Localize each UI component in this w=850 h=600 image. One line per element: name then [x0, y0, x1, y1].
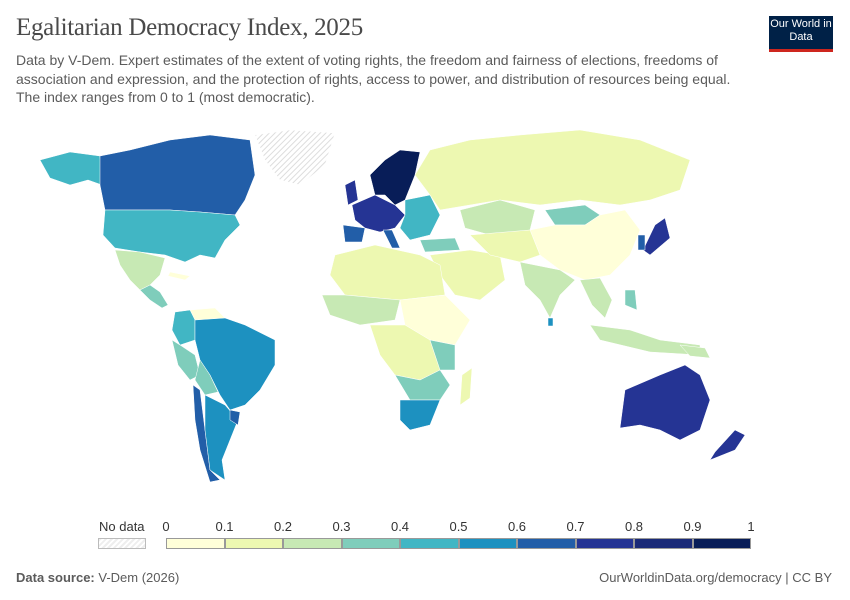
legend-bin[interactable]: [692, 538, 751, 549]
country-peru[interactable]: [171, 339, 201, 381]
country-indonesia[interactable]: [589, 324, 701, 356]
country-mexico[interactable]: [114, 249, 166, 291]
country-china[interactable]: [529, 209, 641, 281]
country-uruguay[interactable]: [229, 409, 241, 426]
legend-tick-label: 0.8: [624, 519, 644, 534]
country-southeast-asia[interactable]: [579, 277, 613, 319]
color-legend: No data 0 0.1 0.2 0.3 0.4 0.5 0.6 0.7 0.8 0.9 1: [0, 515, 850, 555]
country-greenland[interactable]: [254, 129, 336, 186]
country-eastern-europe[interactable]: [399, 194, 441, 241]
country-bolivia[interactable]: [194, 359, 219, 396]
country-italy[interactable]: [382, 229, 401, 249]
country-middle-east[interactable]: [429, 249, 506, 301]
country-india[interactable]: [519, 261, 576, 319]
owid-logo[interactable]: Our World in Data: [769, 16, 833, 52]
country-new-zealand[interactable]: [709, 429, 746, 461]
legend-bin[interactable]: [166, 538, 225, 549]
country-papua-new-guinea[interactable]: [679, 344, 711, 359]
legend-tick-label: 0: [162, 519, 170, 534]
country-nordics[interactable]: [369, 149, 421, 206]
legend-tick-label: 0.4: [390, 519, 410, 534]
country-iberia[interactable]: [342, 224, 366, 243]
data-source-label: Data source:: [16, 570, 95, 585]
legend-bin[interactable]: [400, 538, 459, 549]
country-colombia[interactable]: [171, 309, 196, 346]
country-cuba[interactable]: [167, 271, 191, 281]
legend-no-data-swatch: [98, 538, 146, 549]
chart-title: Egalitarian Democracy Index, 2025: [16, 14, 363, 41]
world-map[interactable]: [0, 120, 850, 515]
country-russia[interactable]: [414, 129, 691, 211]
data-source: Data source: V-Dem (2026): [16, 570, 179, 585]
country-central-america[interactable]: [139, 284, 169, 309]
legend-tick-label: 0.5: [449, 519, 468, 534]
chart-subtitle: Data by V-Dem. Expert estimates of the e…: [16, 52, 731, 105]
country-kazakhstan[interactable]: [459, 199, 536, 236]
legend-no-data-label: No data: [99, 519, 145, 534]
legend-bin[interactable]: [517, 538, 576, 549]
legend-bin[interactable]: [575, 538, 634, 549]
legend-tick-label: 0.2: [273, 519, 293, 534]
legend-tick-label: 1: [747, 519, 755, 534]
country-western-europe[interactable]: [351, 194, 406, 233]
country-canada[interactable]: [99, 134, 256, 216]
legend-bin[interactable]: [283, 538, 342, 549]
legend-tick-label: 0.9: [683, 519, 702, 534]
country-philippines[interactable]: [624, 289, 638, 311]
country-uk[interactable]: [344, 179, 359, 206]
legend-tick-label: 0.3: [332, 519, 351, 534]
legend-tick-label: 0.6: [507, 519, 527, 534]
legend-bin[interactable]: [341, 538, 400, 549]
legend-bin[interactable]: [634, 538, 693, 549]
country-north-africa[interactable]: [329, 244, 446, 301]
country-chile[interactable]: [192, 384, 221, 483]
country-australia[interactable]: [619, 364, 711, 441]
legend-tick-label: 0.1: [215, 519, 234, 534]
country-korea[interactable]: [637, 234, 646, 251]
country-central-asia[interactable]: [469, 229, 541, 263]
country-usa[interactable]: [102, 209, 241, 263]
country-alaska[interactable]: [39, 151, 103, 186]
legend-tick-label: 0.7: [566, 519, 585, 534]
country-west-africa[interactable]: [321, 294, 401, 326]
country-tanzania[interactable]: [429, 339, 456, 371]
country-madagascar[interactable]: [459, 367, 473, 406]
legend-bin[interactable]: [458, 538, 517, 549]
country-turkey[interactable]: [419, 237, 461, 253]
country-south-africa[interactable]: [399, 399, 441, 431]
data-source-value[interactable]: V-Dem (2026): [98, 570, 180, 585]
country-sri-lanka[interactable]: [547, 317, 554, 327]
country-japan[interactable]: [642, 217, 671, 256]
legend-bin[interactable]: [224, 538, 283, 549]
url-license[interactable]: OurWorldinData.org/democracy | CC BY: [599, 570, 832, 585]
